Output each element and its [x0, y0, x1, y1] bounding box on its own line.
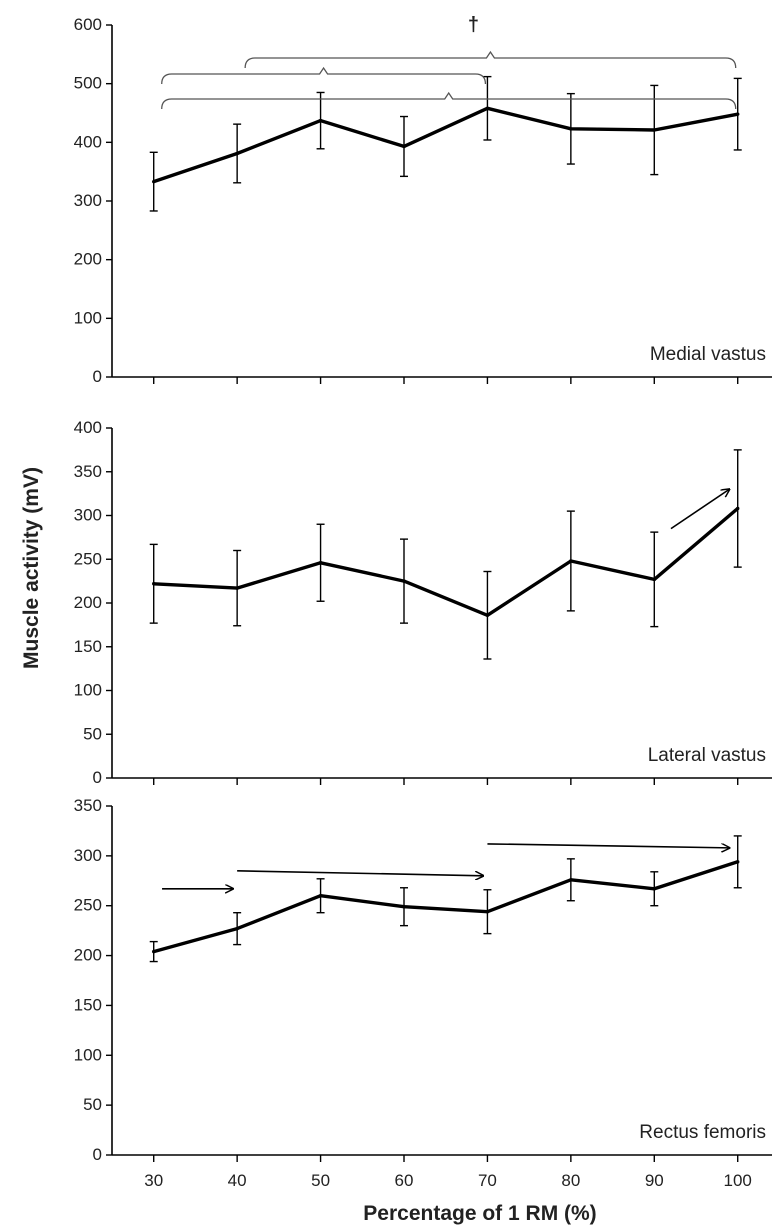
- data-point: [485, 613, 490, 617]
- y-tick-label: 100: [74, 1045, 102, 1064]
- y-tick-label: 150: [74, 637, 102, 656]
- chart-panel-3: 0 50 100 150 200 250 300 350 30 40 50 60 70 80 90 100 Re…: [74, 796, 772, 1190]
- x-tick-label: 40: [228, 1171, 247, 1190]
- y-tick-label: 350: [74, 796, 102, 815]
- x-tick-label: 60: [395, 1171, 414, 1190]
- y-tick-label: 600: [74, 15, 102, 34]
- data-point: [235, 151, 239, 156]
- panel-label: Rectus femoris: [639, 1122, 766, 1143]
- significance-bracket: [244, 50, 737, 69]
- y-tick-label: 350: [74, 462, 102, 481]
- data-point: [652, 887, 656, 891]
- y-tick-label: 300: [74, 846, 102, 865]
- data-point: [152, 179, 156, 184]
- x-tick-label: 80: [561, 1171, 580, 1190]
- panel-label: Lateral vastus: [648, 745, 766, 766]
- y-tick-label: 250: [74, 896, 102, 915]
- data-point: [569, 878, 573, 882]
- y-tick-label: 100: [74, 681, 102, 700]
- data-point: [652, 128, 656, 132]
- data-point: [736, 506, 740, 511]
- x-tick-label: 90: [645, 1171, 664, 1190]
- y-tick-label: 50: [83, 1095, 102, 1114]
- y-tick-label: 200: [74, 250, 102, 269]
- data-point: [485, 909, 490, 914]
- data-point: [569, 559, 573, 563]
- trend-arrow: [237, 870, 483, 876]
- x-tick-label: 50: [311, 1171, 330, 1190]
- chart-panel-1: 0 100 200 300 400 500 600 † Medial vastus: [74, 14, 772, 386]
- series-line: [153, 507, 739, 617]
- x-axis-title: Percentage of 1 RM (%): [363, 1202, 596, 1225]
- y-tick-label: 0: [93, 1145, 102, 1164]
- series-line: [153, 860, 739, 954]
- data-point: [402, 905, 406, 909]
- panel-label: Medial vastus: [650, 344, 766, 365]
- data-point: [402, 144, 406, 149]
- significance-bracket: [161, 91, 737, 110]
- y-tick-label: 200: [74, 946, 102, 965]
- series-line: [153, 106, 739, 184]
- significance-dagger: †: [468, 14, 479, 36]
- chart-panel-2: 0 50 100 150 200 250 300 350 400 Lateral vastus: [74, 418, 772, 787]
- y-axis-title: Muscle activity (mV): [20, 467, 43, 669]
- y-tick-label: 0: [93, 768, 102, 787]
- data-point: [318, 561, 323, 565]
- data-point: [152, 582, 156, 586]
- x-tick-label: 70: [478, 1171, 497, 1190]
- x-tick-label: 100: [724, 1171, 752, 1190]
- y-tick-label: 500: [74, 74, 102, 93]
- y-tick-label: 250: [74, 549, 102, 568]
- data-point: [569, 127, 573, 131]
- trend-arrow: [670, 489, 729, 530]
- y-tick-label: 100: [74, 308, 102, 327]
- x-tick-label: 30: [144, 1171, 163, 1190]
- data-point: [318, 118, 323, 123]
- data-point: [402, 579, 406, 583]
- y-tick-label: 0: [93, 367, 102, 386]
- y-tick-label: 150: [74, 995, 102, 1014]
- y-tick-label: 50: [83, 724, 102, 743]
- data-point: [235, 586, 239, 590]
- data-point: [652, 577, 656, 582]
- significance-bracket: [161, 66, 487, 85]
- data-point: [318, 894, 323, 898]
- data-point: [485, 106, 490, 111]
- y-tick-label: 400: [74, 132, 102, 151]
- data-point: [235, 926, 239, 931]
- y-tick-label: 300: [74, 506, 102, 525]
- data-point: [736, 112, 740, 116]
- data-point: [736, 860, 740, 864]
- data-point: [152, 949, 156, 954]
- y-tick-label: 200: [74, 593, 102, 612]
- trend-arrow: [487, 843, 729, 848]
- y-tick-label: 400: [74, 418, 102, 437]
- y-tick-label: 300: [74, 191, 102, 210]
